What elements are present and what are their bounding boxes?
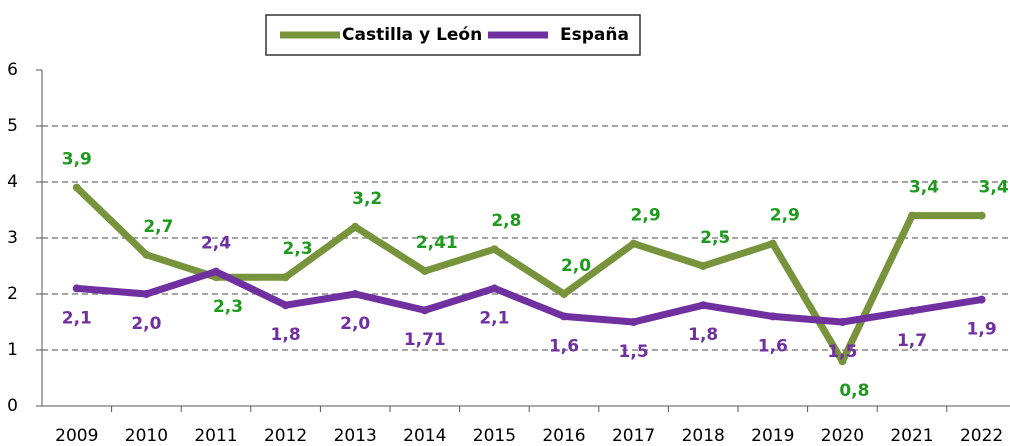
data-label: 2,0 — [340, 314, 370, 334]
data-label: 2,7 — [143, 217, 173, 237]
data-label: 2,3 — [283, 239, 313, 259]
data-label: 2,9 — [631, 206, 661, 226]
x-tick-label: 2011 — [194, 426, 237, 446]
x-tick-label: 2009 — [55, 426, 98, 446]
point — [490, 245, 499, 254]
data-label: 1,71 — [404, 330, 446, 350]
legend-label: España — [560, 25, 629, 45]
data-label: 2,0 — [561, 256, 591, 276]
data-label: 2,5 — [700, 228, 730, 248]
point — [768, 239, 777, 248]
x-tick-label: 2012 — [264, 426, 307, 446]
x-tick-label: 2020 — [821, 426, 864, 446]
data-label: 3,2 — [352, 189, 382, 209]
data-label: 2,9 — [770, 206, 800, 226]
y-tick-label: 5 — [7, 116, 18, 136]
data-label: 1,5 — [619, 342, 649, 362]
data-label: 2,1 — [479, 308, 509, 328]
data-label: 1,5 — [827, 342, 857, 362]
x-tick-label: 2019 — [751, 426, 794, 446]
data-label: 2,0 — [131, 314, 161, 334]
x-tick-label: 2018 — [682, 426, 725, 446]
point — [351, 290, 360, 298]
data-label: 1,8 — [688, 325, 718, 345]
y-tick-label: 4 — [7, 172, 18, 192]
x-tick-label: 2021 — [890, 426, 933, 446]
point — [281, 273, 290, 282]
point — [560, 312, 568, 321]
y-tick-label: 1 — [7, 340, 18, 360]
legend-label: Castilla y León — [342, 25, 482, 45]
data-label: 1,7 — [897, 331, 927, 351]
point — [838, 318, 847, 326]
y-tick-label: 2 — [7, 284, 18, 304]
point — [142, 250, 151, 259]
data-label: 0,8 — [839, 381, 869, 401]
x-tick-label: 2017 — [612, 426, 655, 446]
x-tick-label: 2010 — [125, 426, 168, 446]
data-label: 2,1 — [62, 308, 92, 328]
point — [908, 306, 916, 315]
y-tick-label: 3 — [7, 228, 18, 248]
point — [420, 267, 429, 276]
point — [908, 211, 916, 220]
point — [420, 306, 429, 315]
data-label: 2,41 — [416, 233, 458, 253]
point — [629, 318, 638, 326]
series-line — [76, 268, 983, 326]
x-tick-label: 2013 — [334, 426, 377, 446]
data-label: 3,9 — [62, 150, 92, 170]
point — [838, 357, 847, 366]
point — [977, 211, 986, 220]
point — [699, 262, 708, 270]
point — [699, 301, 708, 310]
data-label: 2,4 — [201, 234, 231, 254]
point — [281, 301, 290, 310]
point — [212, 267, 220, 276]
data-label: 3,4 — [979, 178, 1009, 198]
point — [72, 284, 81, 293]
point — [560, 290, 568, 298]
y-tick-label: 0 — [7, 396, 18, 416]
data-label: 2,3 — [213, 297, 243, 317]
y-tick-label: 6 — [7, 60, 18, 80]
point — [72, 183, 81, 192]
point — [977, 295, 986, 304]
x-tick-label: 2014 — [403, 426, 446, 446]
point — [768, 312, 777, 321]
data-label: 3,4 — [909, 178, 939, 198]
data-label: 1,9 — [967, 320, 997, 340]
point — [629, 239, 638, 248]
data-label: 1,8 — [271, 325, 301, 345]
data-label: 2,8 — [491, 211, 521, 231]
data-label: 1,6 — [549, 336, 579, 356]
x-tick-label: 2015 — [473, 426, 516, 446]
data-label: 1,6 — [758, 336, 788, 356]
point — [490, 284, 499, 293]
x-tick-label: 2022 — [960, 426, 1003, 446]
point — [142, 290, 151, 298]
x-tick-label: 2016 — [542, 426, 585, 446]
point — [351, 222, 360, 231]
